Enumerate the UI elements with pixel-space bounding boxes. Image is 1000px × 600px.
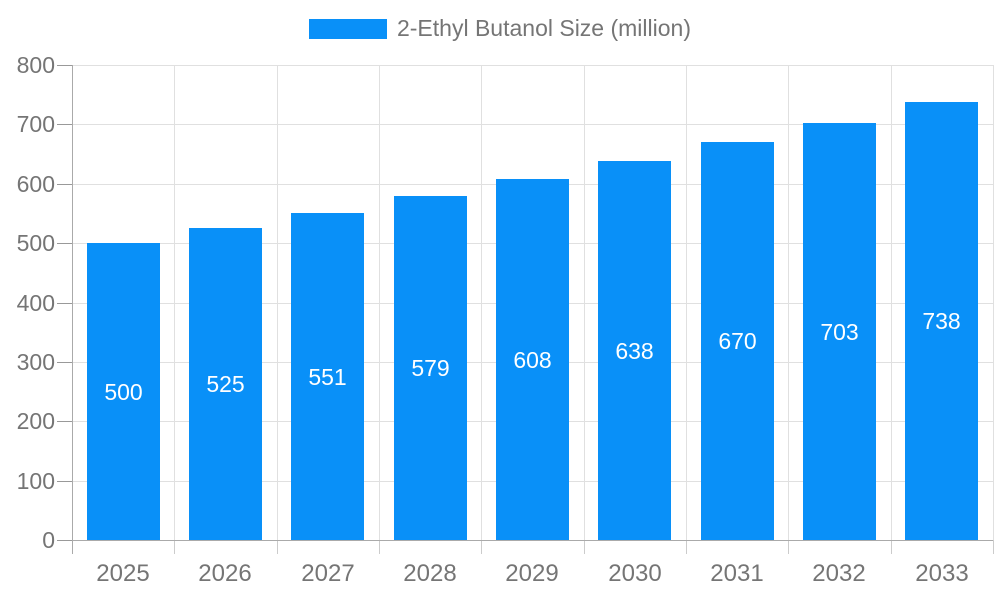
x-tick-label: 2025 xyxy=(96,560,150,587)
y-axis-tick xyxy=(57,481,72,482)
x-tick-label: 2026 xyxy=(198,560,252,587)
x-axis-tick xyxy=(174,540,175,554)
bar-value-label: 703 xyxy=(820,319,859,345)
v-gridline xyxy=(686,65,687,540)
x-axis-line xyxy=(72,540,993,541)
x-tick-label: 2029 xyxy=(505,560,559,587)
legend-label: 2-Ethyl Butanol Size (million) xyxy=(396,15,691,41)
y-axis-tick xyxy=(57,362,72,363)
bar-value-label: 579 xyxy=(411,355,450,381)
h-gridline xyxy=(72,124,993,125)
bar-value-label: 738 xyxy=(922,308,961,334)
h-gridline xyxy=(72,65,993,66)
y-tick-label: 300 xyxy=(16,349,55,375)
y-axis-tick xyxy=(57,65,72,66)
bar-value-label: 551 xyxy=(308,364,347,390)
bar[interactable] xyxy=(394,196,467,540)
bar-value-label: 525 xyxy=(206,371,245,397)
y-axis-tick xyxy=(57,124,72,125)
bar[interactable] xyxy=(905,102,978,540)
x-tick-label: 2027 xyxy=(301,560,355,587)
y-axis-tick xyxy=(57,303,72,304)
x-axis-tick xyxy=(788,540,789,554)
y-axis-tick xyxy=(57,243,72,244)
y-axis-tick xyxy=(57,421,72,422)
bar[interactable] xyxy=(189,228,262,540)
x-tick-label: 2032 xyxy=(812,560,866,587)
y-tick-label: 400 xyxy=(16,290,55,316)
bar-value-label: 638 xyxy=(615,338,654,364)
v-gridline xyxy=(891,65,892,540)
x-axis-tick xyxy=(686,540,687,554)
x-axis-tick xyxy=(277,540,278,554)
x-axis-tick xyxy=(481,540,482,554)
v-gridline xyxy=(788,65,789,540)
y-tick-label: 0 xyxy=(42,527,55,553)
x-axis-tick xyxy=(891,540,892,554)
bar-value-label: 670 xyxy=(718,328,757,354)
bar[interactable] xyxy=(291,213,364,540)
y-tick-label: 500 xyxy=(16,230,55,256)
y-tick-label: 800 xyxy=(16,52,55,78)
bar[interactable] xyxy=(598,161,671,540)
v-gridline xyxy=(277,65,278,540)
bar[interactable] xyxy=(701,142,774,540)
y-axis-line xyxy=(72,65,73,554)
bar[interactable] xyxy=(496,179,569,540)
bar-value-label: 608 xyxy=(513,347,552,373)
x-tick-label: 2028 xyxy=(403,560,457,587)
bar[interactable] xyxy=(803,123,876,540)
bar[interactable] xyxy=(87,243,160,540)
legend-color-swatch xyxy=(308,18,387,39)
y-tick-label: 100 xyxy=(16,468,55,494)
legend-item[interactable]: 2-Ethyl Butanol Size (million) xyxy=(0,15,1000,42)
v-gridline xyxy=(174,65,175,540)
bar-value-label: 500 xyxy=(104,379,143,405)
x-axis-tick xyxy=(584,540,585,554)
x-axis-tick xyxy=(379,540,380,554)
v-gridline xyxy=(481,65,482,540)
v-gridline xyxy=(379,65,380,540)
y-axis-tick xyxy=(57,540,72,541)
y-axis-tick xyxy=(57,184,72,185)
y-tick-label: 700 xyxy=(16,111,55,137)
y-tick-label: 600 xyxy=(16,171,55,197)
x-axis-tick xyxy=(993,540,994,554)
x-tick-label: 2031 xyxy=(710,560,764,587)
v-gridline xyxy=(584,65,585,540)
v-gridline xyxy=(993,65,994,540)
x-tick-label: 2030 xyxy=(608,560,662,587)
x-tick-label: 2033 xyxy=(915,560,969,587)
y-tick-label: 200 xyxy=(16,408,55,434)
